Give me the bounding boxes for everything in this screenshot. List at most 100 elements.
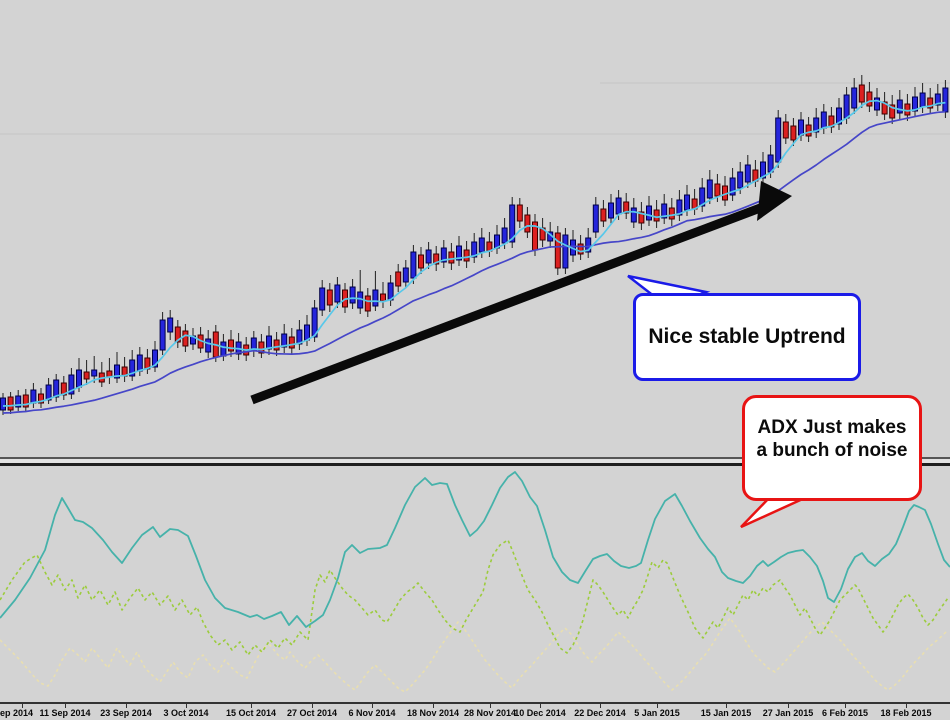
- time-axis-tick: [788, 704, 789, 708]
- bull-candle: [129, 359, 136, 377]
- bull-candle: [919, 92, 926, 108]
- time-axis-label: 28 Nov 2014: [463, 708, 517, 718]
- time-axis-tick: [726, 704, 727, 708]
- bear-candle: [904, 103, 911, 116]
- bull-candle: [205, 338, 212, 353]
- bear-candle: [326, 289, 333, 306]
- bear-candle: [554, 232, 561, 269]
- adx-noise-callout: ADX Just makes a bunch of noise: [742, 395, 922, 501]
- bull-candle: [630, 207, 637, 223]
- bull-candle: [471, 241, 478, 258]
- time-axis-tick: [251, 704, 252, 708]
- time-axis-tick: [126, 704, 127, 708]
- bull-candle: [76, 369, 82, 388]
- bull-candle: [934, 93, 941, 106]
- bull-candle: [942, 87, 949, 113]
- time-axis-tick: [372, 704, 373, 708]
- bull-candle: [676, 199, 683, 216]
- bull-candle: [68, 374, 75, 395]
- bull-candle: [349, 286, 356, 304]
- bear-candle: [889, 104, 896, 119]
- bull-candle: [813, 117, 820, 133]
- bull-candle: [478, 237, 485, 253]
- bull-candle: [152, 349, 158, 368]
- bull-candle: [440, 247, 447, 263]
- bear-candle: [714, 183, 721, 197]
- bull-candle: [220, 341, 227, 357]
- time-axis-tick: [490, 704, 491, 708]
- bull-candle: [737, 171, 744, 189]
- bull-candle: [509, 204, 516, 243]
- bull-candle: [304, 324, 310, 341]
- uptrend-arrow-shaft: [250, 200, 770, 405]
- time-axis-label: 22 Dec 2014: [574, 708, 626, 718]
- bear-candle: [22, 394, 29, 408]
- bull-candle: [402, 267, 409, 283]
- bear-candle: [182, 330, 189, 347]
- bear-candle: [7, 396, 14, 411]
- bull-candle: [372, 289, 379, 307]
- bear-candle: [668, 207, 675, 220]
- bull-candle: [266, 335, 272, 350]
- bear-candle: [638, 211, 645, 224]
- bull-candle: [136, 354, 143, 372]
- time-axis-label: 15 Oct 2014: [225, 708, 277, 718]
- bull-candle: [836, 107, 842, 125]
- bull-candle: [281, 333, 288, 348]
- bull-candle: [319, 287, 326, 311]
- bull-candle: [456, 245, 462, 261]
- bull-candle: [798, 119, 804, 136]
- time-axis-label: 18 Feb 2015: [880, 708, 932, 718]
- bull-candle: [167, 317, 174, 333]
- bull-candle: [851, 87, 858, 109]
- bear-candle: [927, 97, 934, 109]
- bull-candle: [53, 379, 60, 398]
- time-axis-label: 3 Oct 2014: [163, 708, 209, 718]
- bull-candle: [501, 227, 508, 244]
- adx-line: [0, 471, 950, 628]
- time-axis-tick: [657, 704, 658, 708]
- bull-candle: [874, 97, 880, 111]
- time-axis-tick: [906, 704, 907, 708]
- bull-candle: [896, 99, 903, 114]
- uptrend-callout: Nice stable Uptrend: [633, 293, 861, 381]
- bear-candle: [805, 124, 812, 137]
- bear-candle: [380, 293, 386, 302]
- bear-candle: [228, 339, 234, 352]
- bear-candle: [516, 204, 523, 222]
- bear-candle: [395, 271, 402, 287]
- bear-candle: [577, 243, 584, 255]
- bull-candle: [912, 96, 918, 112]
- plus-di-line: [0, 539, 949, 656]
- time-axis: ep 2014 11 Sep 2014 23 Sep 2014 3 Oct 2014 1…: [0, 704, 950, 720]
- time-axis-tick: [22, 704, 23, 708]
- minus-di-line: [0, 617, 949, 693]
- adx-callout-tail: [740, 495, 808, 529]
- uptrend-callout-text: Nice stable Uptrend: [648, 325, 846, 349]
- bear-candle: [524, 214, 531, 233]
- bear-candle: [782, 121, 789, 139]
- bull-candle: [608, 202, 614, 219]
- bear-candle: [866, 91, 873, 107]
- time-axis-label: 27 Oct 2014: [286, 708, 338, 718]
- bull-candle: [684, 194, 690, 211]
- time-axis-tick: [540, 704, 541, 708]
- time-axis-tick: [845, 704, 846, 708]
- bull-candle: [585, 237, 592, 253]
- bear-candle: [858, 84, 865, 103]
- bull-candle: [334, 284, 341, 303]
- panel-separator: [0, 457, 950, 466]
- bear-candle: [433, 253, 440, 265]
- bear-candle: [174, 326, 181, 343]
- bull-candle: [410, 251, 417, 279]
- bull-candle: [15, 395, 22, 408]
- time-axis-label: 27 Jan 2015: [762, 708, 814, 718]
- time-axis-line: [0, 702, 950, 704]
- time-axis-label: 15 Jan 2015: [700, 708, 752, 718]
- uptrend-arrow-head: [757, 181, 792, 221]
- time-axis-label: 6 Feb 2015: [821, 708, 869, 718]
- fast-ma-line: [2, 99, 946, 407]
- bull-candle: [30, 389, 37, 404]
- time-axis-tick: [433, 704, 434, 708]
